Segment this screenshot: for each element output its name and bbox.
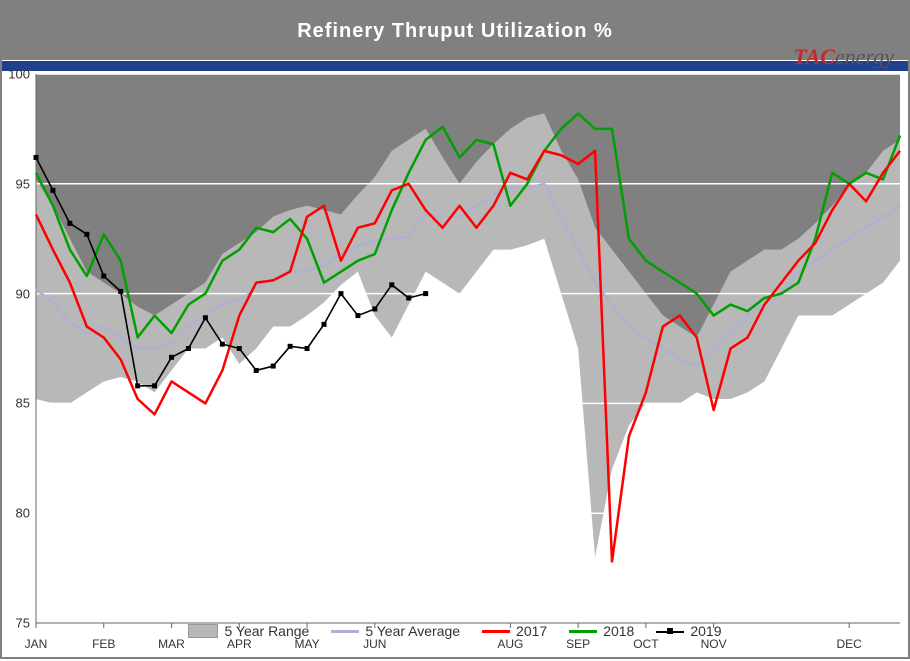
legend-label-avg: 5 Year Average (365, 623, 460, 639)
x-tick-label: SEP (566, 637, 590, 651)
plot-area (2, 72, 908, 657)
x-tick-label: NOV (701, 637, 727, 651)
legend-item-2017: 2017 (482, 623, 547, 639)
x-tick-label: APR (227, 637, 252, 651)
legend-label-range: 5 Year Range (224, 623, 309, 639)
legend-item-2019: 2019 (656, 623, 721, 639)
legend-label-2017: 2017 (516, 623, 547, 639)
legend-swatch-2017 (482, 630, 510, 633)
legend-label-2019: 2019 (690, 623, 721, 639)
x-tick-label: JAN (25, 637, 48, 651)
legend-item-avg: 5 Year Average (331, 623, 460, 639)
x-tick-label: DEC (837, 637, 862, 651)
x-tick-label: FEB (92, 637, 115, 651)
x-tick-label: AUG (497, 637, 523, 651)
x-axis: JANFEBMARAPRMAYJUNAUGSEPOCTNOVDEC (36, 637, 896, 655)
legend-label-2018: 2018 (603, 623, 634, 639)
x-tick-label: MAR (158, 637, 185, 651)
x-tick-label: JUN (363, 637, 386, 651)
chart-svg (2, 72, 910, 661)
legend-swatch-avg (331, 630, 359, 633)
title-rule (2, 60, 908, 72)
logo-suffix: energy (835, 44, 894, 69)
logo-brand: TAC (793, 44, 835, 69)
legend-item-2018: 2018 (569, 623, 634, 639)
chart-frame: Refinery Thruput Utilization % TACenergy… (0, 0, 910, 659)
x-tick-label: OCT (633, 637, 658, 651)
legend-item-range: 5 Year Range (188, 623, 309, 639)
title-band: Refinery Thruput Utilization % (2, 2, 908, 60)
x-tick-label: MAY (294, 637, 319, 651)
brand-logo: TACenergy (793, 44, 894, 70)
chart-title: Refinery Thruput Utilization % (297, 20, 613, 43)
legend: 5 Year Range 5 Year Average 2017 2018 20… (2, 623, 908, 639)
legend-swatch-range (188, 624, 218, 638)
legend-swatch-2018 (569, 630, 597, 633)
